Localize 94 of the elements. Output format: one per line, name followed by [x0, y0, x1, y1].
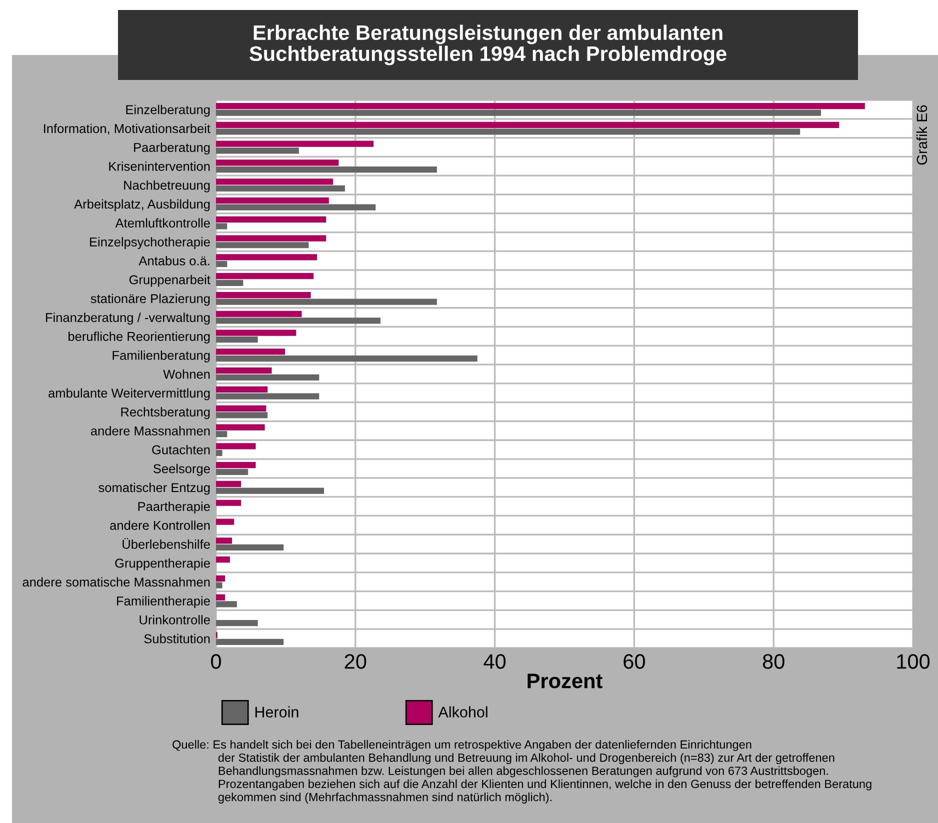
y-tick-label: Familienberatung: [112, 350, 210, 362]
bar: [216, 223, 228, 230]
bar: [216, 185, 345, 192]
y-tick-label: andere Massnahmen: [90, 426, 210, 436]
bar: [216, 620, 258, 626]
bar: [216, 424, 265, 430]
bar: [216, 443, 256, 450]
legend-label: Heroin: [255, 706, 298, 718]
bar: [216, 216, 326, 222]
bar: [216, 242, 309, 248]
y-tick-label: Urinkontrolle: [140, 615, 210, 624]
x-tick-label: 60: [624, 654, 645, 669]
bar: [216, 575, 226, 582]
bar: [216, 292, 311, 298]
x-tick-label: 80: [762, 654, 784, 669]
bar: [216, 110, 821, 116]
bar: [216, 462, 256, 468]
bar: [216, 318, 380, 324]
y-tick-label: Atemluftkontrolle: [115, 218, 210, 228]
bar: [216, 348, 286, 355]
bar: [216, 298, 437, 305]
chart-title: Erbrachte Beratungsleistungen der ambulanten Suchtberatungsstellen 1994 nach Problemdroge: [250, 24, 726, 66]
y-tick-label: Antabus o.ä.: [138, 256, 210, 266]
bar: [216, 254, 318, 260]
bar: [216, 355, 478, 362]
bar: [216, 235, 326, 242]
bar: [216, 102, 865, 110]
bar: [216, 538, 232, 544]
bar: [216, 374, 320, 380]
bar: [216, 431, 228, 438]
bar: [216, 197, 329, 204]
x-tick-label: 20: [344, 654, 366, 669]
bar: [216, 368, 272, 374]
bar: [216, 330, 296, 336]
text: Grafik E6: [916, 105, 928, 165]
bar: [216, 412, 268, 418]
y-tick-label: Substitution: [144, 634, 210, 644]
bar: [216, 148, 299, 154]
bar: [216, 594, 226, 600]
bar: [216, 140, 374, 147]
bar: [216, 518, 234, 525]
bar: [216, 405, 266, 412]
bar: [216, 556, 230, 563]
x-axis-title: Prozent: [528, 674, 602, 688]
bar: [216, 166, 437, 173]
bar: [216, 128, 800, 135]
y-tick-label: Gruppentherapie: [115, 558, 210, 570]
y-tick-label: Information, Motivationsarbeit: [44, 124, 210, 135]
y-tick-label: stationäre Plazierung: [90, 294, 210, 306]
bar: [216, 178, 334, 185]
bar: [216, 336, 258, 343]
y-tick-label: Finanzberatung / -verwaltung: [46, 312, 210, 325]
y-tick-label: Einzelpsychotherapie: [90, 237, 210, 250]
y-tick-label: ambulante Weitervermittlung: [48, 388, 210, 400]
y-tick-label: berufliche Reorientierung: [68, 332, 210, 344]
bar: [216, 601, 237, 608]
y-tick-label: Gruppenarbeit: [129, 274, 210, 287]
bar: [216, 488, 324, 494]
y-tick-label: Seelsorge: [153, 464, 210, 476]
bar: [216, 204, 376, 210]
bar: [216, 260, 228, 268]
y-tick-label: Paarberatung: [134, 142, 210, 155]
bar: [216, 480, 242, 488]
y-tick-label: Nachbetreuung: [124, 180, 210, 192]
y-tick-label: andere somatische Massnahmen: [22, 577, 210, 587]
bar: [216, 500, 242, 506]
y-tick-label: Überlebenshilfe: [122, 538, 210, 549]
y-tick-label: somatischer Entzug: [98, 482, 210, 495]
bar: [216, 544, 284, 551]
y-tick-label: Rechtsberatung: [121, 407, 210, 420]
x-tick-label: 40: [484, 654, 506, 669]
y-tick-label: Paartherapie: [138, 502, 210, 514]
bar: [216, 160, 339, 166]
y-tick-label: Einzelberatung: [126, 104, 210, 117]
bar: [216, 450, 222, 456]
legend-label: Alkohol: [438, 706, 488, 718]
bar: [216, 273, 314, 280]
x-tick-label: 100: [897, 654, 930, 669]
source-note: Quelle: Es handelt sich bei den Tabelleneinträgen um retrospektive Angaben der datenliefernden Einrichtungen der Statistik der ambulanten Behandlung und Betreuung im Alkohol- und Drogenbereich (n=83) zur Art der getroffenen Behandlungsmassnahmen bzw. Leistungen bei allen abgeschlossenen Beratungen aufgrund von 673 Austrittsbogen. Prozentangaben beziehen sich auf die Anzahl der Klienten und Klientinnen, welche in den Genuss der betreffenden Beratung gekommen sind (Mehrfachmassnahmen sind natürlich möglich).: [172, 740, 872, 804]
bar: [216, 582, 222, 588]
bar: [216, 393, 320, 400]
bar: [216, 280, 244, 286]
y-tick-label: Arbeitsplatz, Ausbildung: [74, 199, 210, 212]
bar: [216, 468, 248, 475]
y-tick-label: Wohnen: [163, 369, 210, 379]
y-tick-label: Familientherapie: [117, 596, 210, 608]
y-tick-label: andere Kontrollen: [110, 520, 210, 530]
y-tick-label: Gutachten: [152, 444, 210, 454]
y-tick-label: Krisenintervention: [109, 162, 210, 171]
bar: [216, 122, 840, 128]
bar: [216, 386, 268, 393]
bar: [216, 310, 302, 317]
bar: [216, 638, 284, 646]
x-tick-label: 0: [211, 654, 221, 669]
